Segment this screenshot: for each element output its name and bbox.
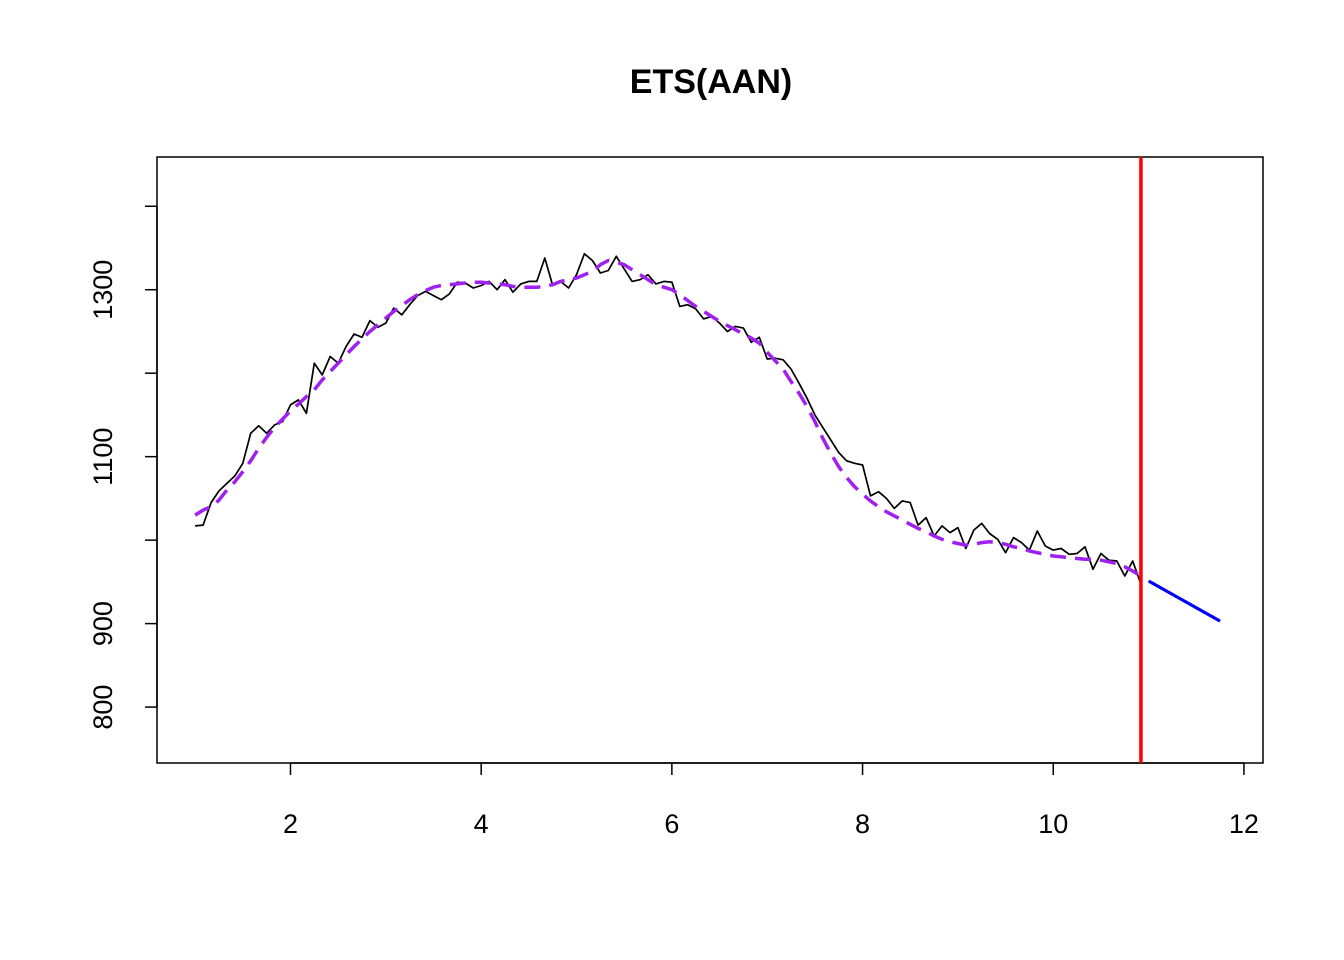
chart-title: ETS(AAN)	[630, 63, 792, 101]
y-tick-label: 1100	[88, 428, 118, 486]
y-tick-label: 800	[88, 685, 118, 730]
x-tick-label: 6	[664, 809, 679, 839]
y-tick-label: 1300	[88, 260, 118, 320]
forecast-series-line	[1147, 579, 1221, 623]
x-tick-label: 12	[1229, 809, 1259, 839]
axes: 2 4 6 8 10 12 800 900 1100 1300	[88, 205, 1259, 839]
fitted-series-line	[194, 258, 1142, 578]
y-tick-label: 900	[88, 601, 118, 646]
x-tick-label: 10	[1038, 809, 1068, 839]
x-tick-label: 8	[855, 809, 870, 839]
x-tick-label: 2	[283, 809, 298, 839]
x-tick-label: 4	[474, 809, 489, 839]
series-group	[194, 252, 1221, 623]
plot-frame	[156, 156, 1264, 764]
actual-series-line	[195, 252, 1142, 584]
